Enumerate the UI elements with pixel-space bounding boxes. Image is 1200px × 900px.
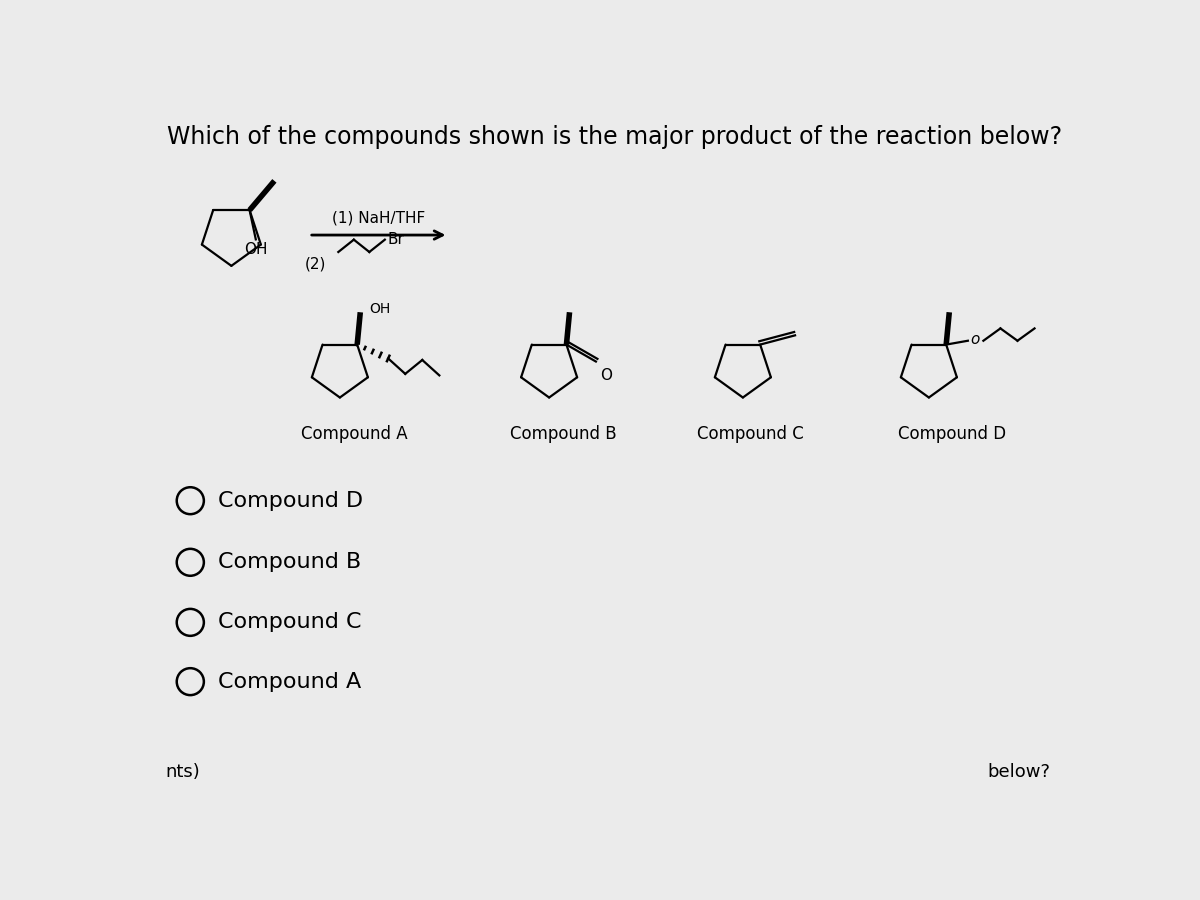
Text: Compound A: Compound A bbox=[300, 425, 407, 443]
Text: Compound B: Compound B bbox=[218, 553, 361, 572]
Text: OH: OH bbox=[244, 242, 268, 257]
Text: Br: Br bbox=[388, 232, 404, 248]
Text: nts): nts) bbox=[166, 762, 200, 780]
Text: Compound C: Compound C bbox=[697, 425, 804, 443]
Text: O: O bbox=[600, 368, 612, 382]
Text: below?: below? bbox=[986, 762, 1050, 780]
Text: OH: OH bbox=[370, 302, 391, 316]
Text: Compound C: Compound C bbox=[218, 612, 361, 633]
Text: Compound A: Compound A bbox=[218, 671, 361, 691]
Text: (2): (2) bbox=[305, 256, 326, 272]
Text: Which of the compounds shown is the major product of the reaction below?: Which of the compounds shown is the majo… bbox=[168, 125, 1062, 148]
Text: (1) NaH/THF: (1) NaH/THF bbox=[332, 211, 425, 226]
Text: Compound D: Compound D bbox=[218, 491, 364, 510]
Text: o: o bbox=[971, 332, 979, 347]
Text: Compound D: Compound D bbox=[898, 425, 1006, 443]
Text: Compound B: Compound B bbox=[510, 425, 617, 443]
